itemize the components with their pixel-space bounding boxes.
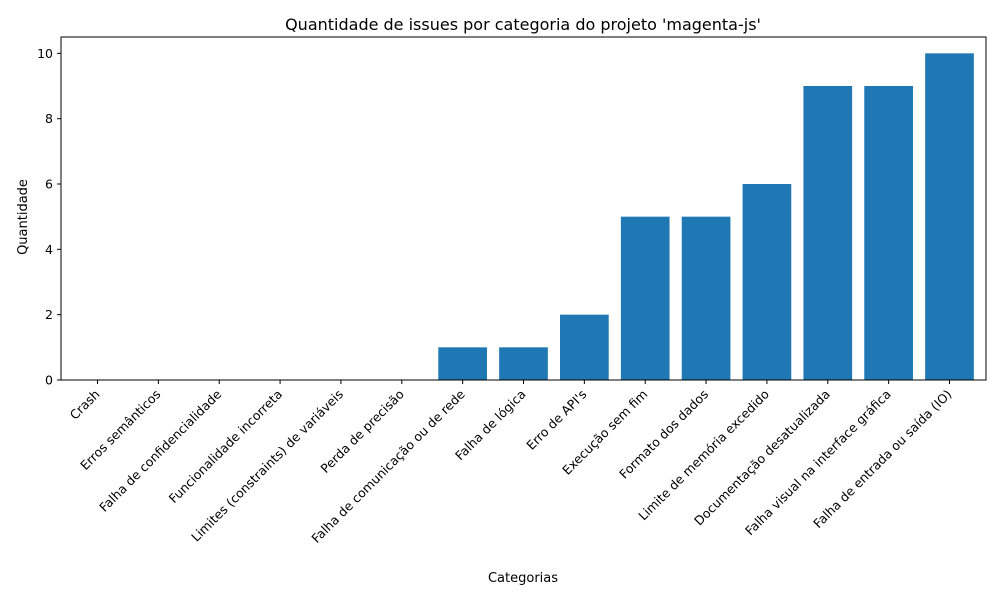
y-tick-label: 2	[45, 307, 53, 322]
y-ticks-group: 0 2 4 6 8 10	[37, 46, 61, 388]
y-tick-label: 4	[45, 242, 53, 257]
bar	[925, 53, 974, 380]
bar	[803, 86, 853, 380]
x-tick-label: Falha de confidencialidade	[96, 386, 224, 514]
y-tick-label: 0	[45, 373, 53, 388]
x-tick-label: Crash	[67, 387, 103, 423]
x-tick-label: Funcionalidade incorreta	[166, 387, 286, 507]
bar	[438, 347, 487, 380]
y-tick-label: 8	[45, 111, 53, 126]
bar	[499, 347, 548, 380]
x-tick-label: Limite de memória excedido	[635, 387, 772, 524]
y-axis-label: Quantidade	[16, 179, 31, 255]
bar	[560, 314, 609, 380]
bar	[620, 216, 670, 380]
bar	[864, 86, 913, 380]
bar	[742, 184, 792, 380]
plot-frame	[60, 36, 987, 381]
y-tick-label: 10	[37, 46, 53, 61]
bars-group	[438, 53, 974, 380]
x-tick-label: Erro de API's	[523, 387, 589, 453]
chart-title: Quantidade de issues por categoria do pr…	[285, 15, 761, 34]
bar	[681, 216, 731, 380]
x-axis-label: Categorias	[488, 571, 558, 586]
y-tick-label: 6	[45, 177, 53, 192]
